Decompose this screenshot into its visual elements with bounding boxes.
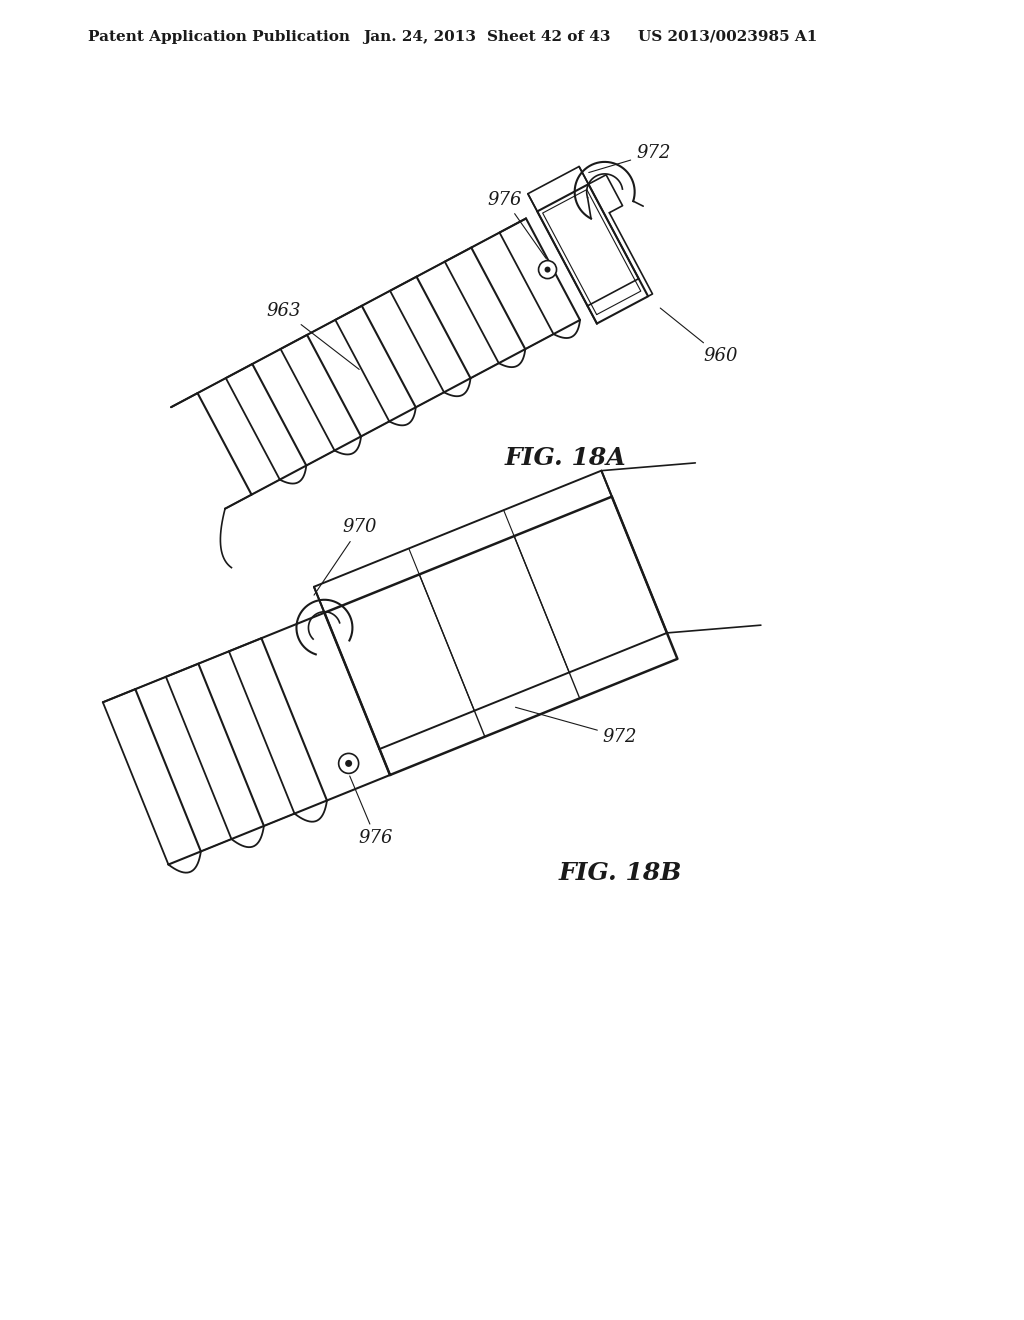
Text: 972: 972 [589,144,671,173]
Text: 976: 976 [350,776,393,847]
Circle shape [339,754,358,774]
Text: 963: 963 [266,302,359,370]
Circle shape [539,260,556,279]
Text: FIG. 18A: FIG. 18A [504,446,626,470]
Text: Jan. 24, 2013: Jan. 24, 2013 [362,30,476,44]
Text: FIG. 18B: FIG. 18B [558,861,682,884]
Circle shape [345,760,352,767]
Circle shape [545,267,551,273]
Text: US 2013/0023985 A1: US 2013/0023985 A1 [638,30,817,44]
Text: 972: 972 [515,708,637,746]
Text: 960: 960 [660,308,737,366]
Text: 970: 970 [314,519,377,595]
Text: 976: 976 [487,190,546,259]
Text: Sheet 42 of 43: Sheet 42 of 43 [487,30,610,44]
Text: Patent Application Publication: Patent Application Publication [88,30,350,44]
